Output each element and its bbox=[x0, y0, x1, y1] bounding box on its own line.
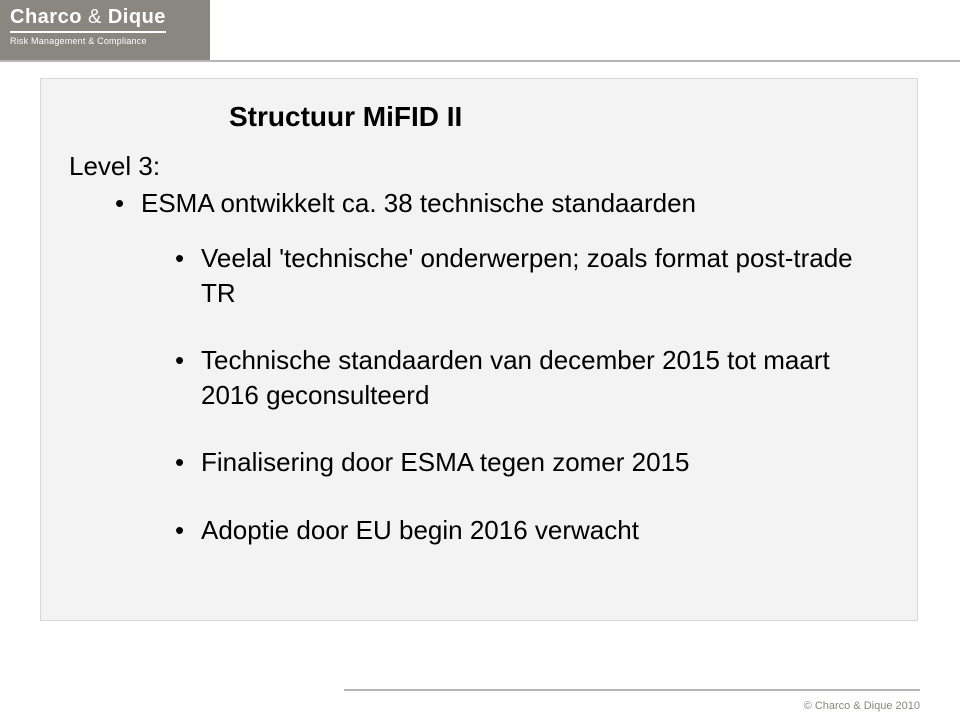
header-divider bbox=[0, 60, 960, 62]
list-item: Adoptie door EU begin 2016 verwacht bbox=[175, 513, 889, 548]
list-item-text: Adoptie door EU begin 2016 verwacht bbox=[201, 515, 639, 545]
list-item-text: Finalisering door ESMA tegen zomer 2015 bbox=[201, 447, 690, 477]
level-label: Level 3: bbox=[69, 151, 889, 182]
brand-logo: Charco & Dique Risk Management & Complia… bbox=[0, 0, 210, 60]
list-item-text: ESMA ontwikkelt ca. 38 technische standa… bbox=[141, 188, 696, 218]
list-item-text: Veelal 'technische' onderwerpen; zoals f… bbox=[201, 243, 853, 308]
list-item: Finalisering door ESMA tegen zomer 2015 bbox=[175, 445, 889, 480]
list-item-text: Technische standaarden van december 2015… bbox=[201, 345, 830, 410]
bullet-list: ESMA ontwikkelt ca. 38 technische standa… bbox=[115, 186, 889, 548]
list-item: Veelal 'technische' onderwerpen; zoals f… bbox=[175, 241, 889, 311]
footer-divider bbox=[344, 689, 920, 691]
brand-name-part1: Charco bbox=[10, 6, 82, 28]
slide: Charco & Dique Risk Management & Complia… bbox=[0, 0, 960, 720]
brand-name-part2: Dique bbox=[108, 6, 166, 28]
slide-title: Structuur MiFID II bbox=[229, 101, 889, 133]
sub-bullet-list: Veelal 'technische' onderwerpen; zoals f… bbox=[175, 241, 889, 548]
list-item: ESMA ontwikkelt ca. 38 technische standa… bbox=[115, 186, 889, 548]
brand-tagline: Risk Management & Compliance bbox=[10, 36, 200, 46]
list-item: Technische standaarden van december 2015… bbox=[175, 343, 889, 413]
brand-name: Charco & Dique bbox=[10, 6, 166, 33]
copyright-text: © Charco & Dique 2010 bbox=[804, 700, 920, 712]
content-panel: Structuur MiFID II Level 3: ESMA ontwikk… bbox=[40, 78, 918, 621]
brand-name-amp: & bbox=[82, 6, 108, 28]
